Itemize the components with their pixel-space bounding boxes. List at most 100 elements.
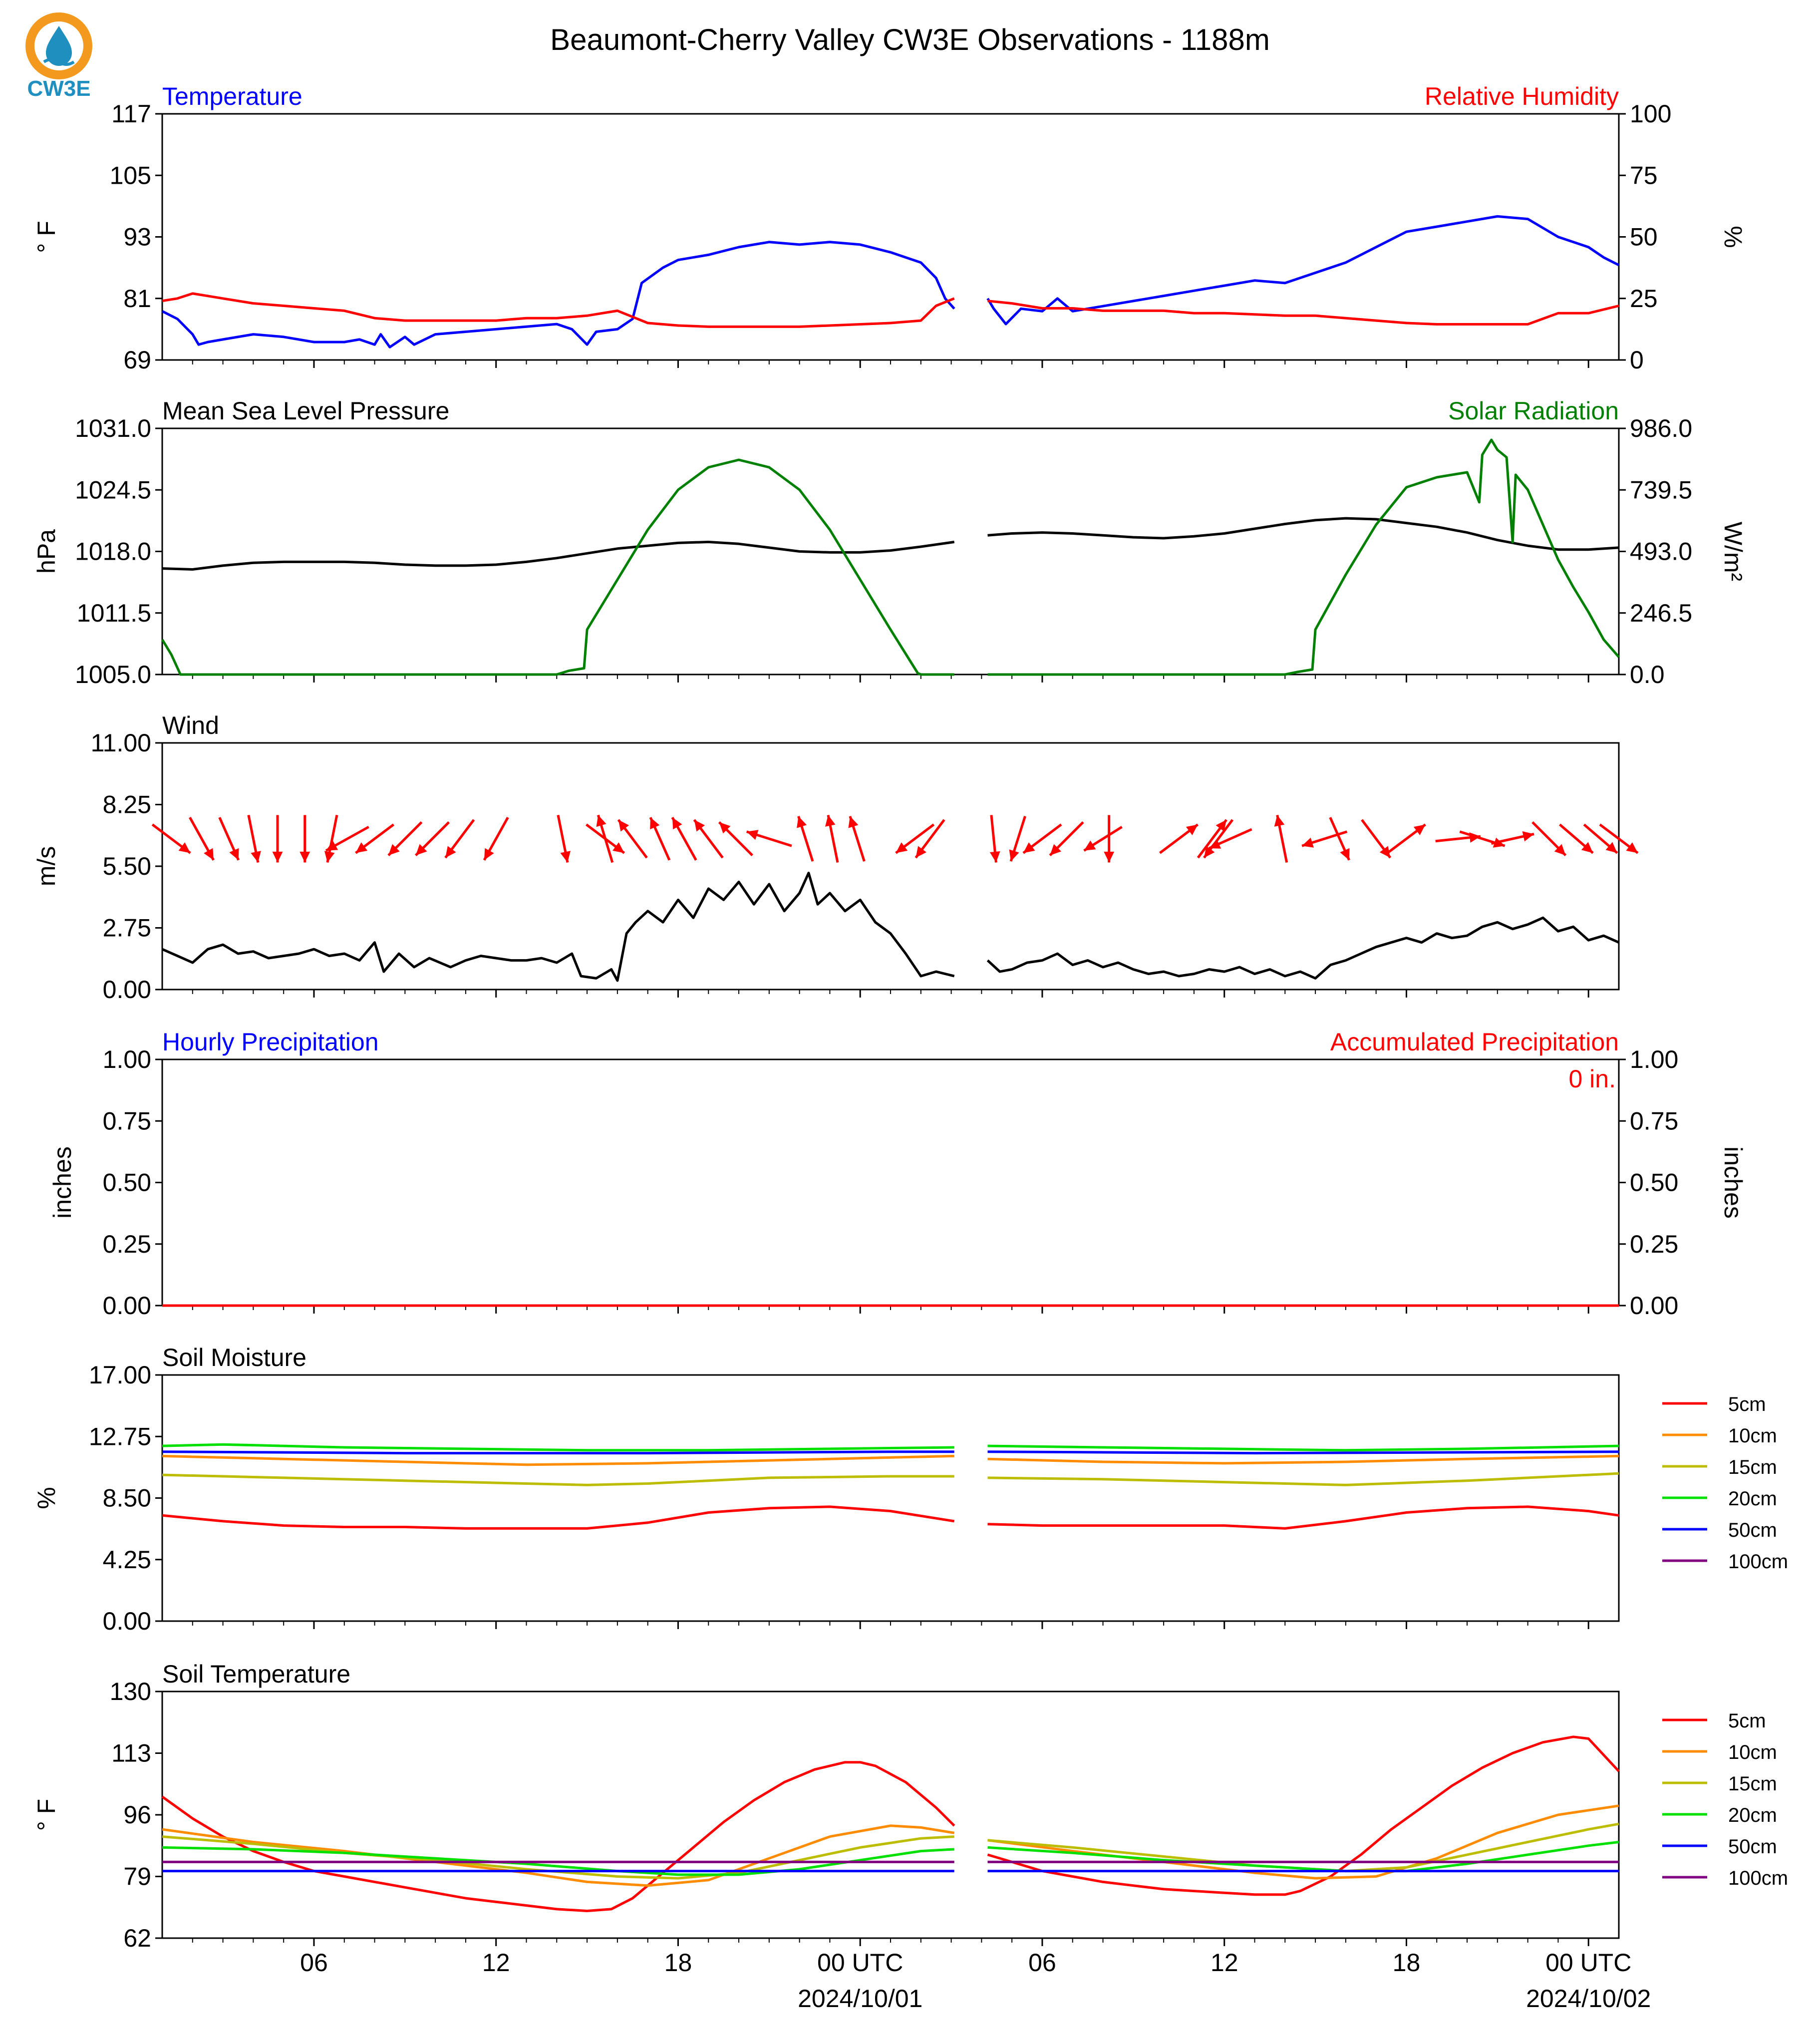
y-tick-label-left: 11.00 [91,729,151,757]
y-tick-label-right: 0.50 [1630,1169,1678,1197]
series-line-wind_speed [986,916,1620,980]
wind-arrow-head [1215,820,1226,832]
y-tick-label-right: 246.5 [1630,599,1692,627]
figure-title: Beaumont-Cherry Valley CW3E Observations… [550,23,1270,56]
wind-arrow-head [1413,824,1426,835]
series-line-solar [987,438,1620,676]
y-axis-label-left: ° F [32,221,60,253]
series-line-15cm [162,1473,954,1486]
plot-frame [161,1058,1620,1307]
series-line-50cm [162,1450,954,1455]
wind-arrow-head [415,844,427,856]
logo-ring [25,12,92,79]
wind-arrow-head [300,851,310,863]
series-line-pressure [162,541,955,571]
series-line-10cm [162,1824,955,1887]
legend-label: 50cm [1728,1519,1777,1541]
series-line-10cm [162,1454,954,1466]
wind-arrow-head [650,817,660,830]
y-tick-label-left: 79 [123,1863,151,1891]
y-axis-label-left: % [32,1487,60,1509]
y-tick-label-right: 0.0 [1630,661,1665,688]
logo-text: CW3E [27,76,90,101]
y-tick-label-left: 130 [110,1678,151,1705]
series-line-15cm [987,1472,1619,1486]
legend-label: 15cm [1728,1456,1777,1478]
accumulated-total-label: 0 in. [1568,1065,1616,1093]
y-tick-label-right: 75 [1630,161,1658,189]
y-tick-label-left: 17.00 [89,1361,151,1389]
series-line-wind_speed [161,872,955,982]
y-tick-label-left: 4.25 [103,1546,151,1574]
y-tick-label-left: 8.25 [103,791,151,819]
series-line-15cm [987,1822,1619,1873]
wind-arrow-head [272,851,283,863]
wind-arrow-head [251,851,261,863]
legend-label: 50cm [1728,1836,1777,1858]
y-tick-label-left: 0.00 [103,1607,151,1635]
series-line-solar [161,458,954,676]
wind-arrow-head [324,851,335,863]
y-tick-label-left: 81 [123,285,151,313]
x-tick-label: 12 [482,1949,510,1977]
wind-arrow-head [915,846,926,858]
wind-arrow-head [746,830,759,840]
series-line-5cm [162,1505,955,1530]
wind-arrow-head [1340,848,1350,860]
y-tick-label-left: 1024.5 [75,476,151,504]
x-date-label: 2024/10/01 [798,1985,922,2013]
y-tick-label-left: 117 [111,100,151,128]
wind-arrow-head [719,822,731,834]
wind-arrow-head [1581,842,1593,853]
wind-arrow-head [1023,842,1035,853]
wind-arrow-head [694,820,705,832]
series-line-5cm [987,1735,1620,1896]
series-line-humidity [162,292,955,328]
y-tick-label-right: 0.25 [1630,1230,1678,1258]
legend-label: 20cm [1728,1804,1777,1826]
y-tick-label-left: 1.00 [103,1045,151,1073]
wind-arrow-head [229,848,239,860]
wind-arrow-head [825,815,836,827]
y-tick-label-right: 493.0 [1630,538,1692,566]
series-line-20cm [987,1841,1619,1873]
x-tick-label: 06 [300,1949,328,1977]
x-tick-label: 12 [1211,1949,1238,1977]
y-tick-label-left: 96 [123,1801,151,1829]
wind-arrow-head [596,815,607,827]
y-tick-label-right: 1.00 [1630,1045,1678,1073]
series-line-20cm [987,1444,1619,1452]
y-tick-label-left: 0.50 [103,1169,151,1197]
y-axis-label-left: inches [48,1146,76,1219]
y-tick-label-left: 113 [111,1739,151,1767]
wind-arrow-head [1274,815,1285,827]
pressure-solar-panel: Mean Sea Level Pressure Solar Radiation 10… [32,397,1747,688]
wind-arrow-head [388,844,400,856]
y-axis-label-right: inches [1719,1146,1747,1219]
y-tick-label-left: 93 [123,223,151,251]
wind-arrow-head [618,820,629,832]
series-line-5cm [987,1505,1619,1530]
wind-arrow-head [204,848,214,860]
panel-title-right: Accumulated Precipitation [1330,1028,1619,1056]
y-tick-label-right: 986.0 [1630,414,1692,442]
plot-frame [161,1374,1620,1622]
y-tick-label-left: 1031.0 [75,414,151,442]
y-tick-label-left: 0.00 [103,1292,151,1320]
soil-temperature-panel: Soil Temperature 62 79 96 113 130 ° F 5cm 10cm 15… [32,1660,1788,1952]
legend-label: 5cm [1728,1393,1766,1415]
series-line-humidity [987,300,1619,326]
wind-arrow-head [1626,842,1638,853]
logo-drop-icon [46,26,72,66]
wind-arrow-head [445,846,456,858]
panel-title-left: Wind [162,711,219,739]
wind-arrow-head [326,841,338,851]
wind-arrow-head [178,842,191,853]
wind-arrow-head [797,816,807,828]
legend-label: 15cm [1728,1773,1777,1795]
legend-label: 10cm [1728,1741,1777,1763]
series-line-50cm [987,1450,1619,1455]
temperature-humidity-panel: Temperature Relative Humidity 69 81 93 105 117… [32,82,1747,374]
series-line-20cm [162,1846,954,1876]
